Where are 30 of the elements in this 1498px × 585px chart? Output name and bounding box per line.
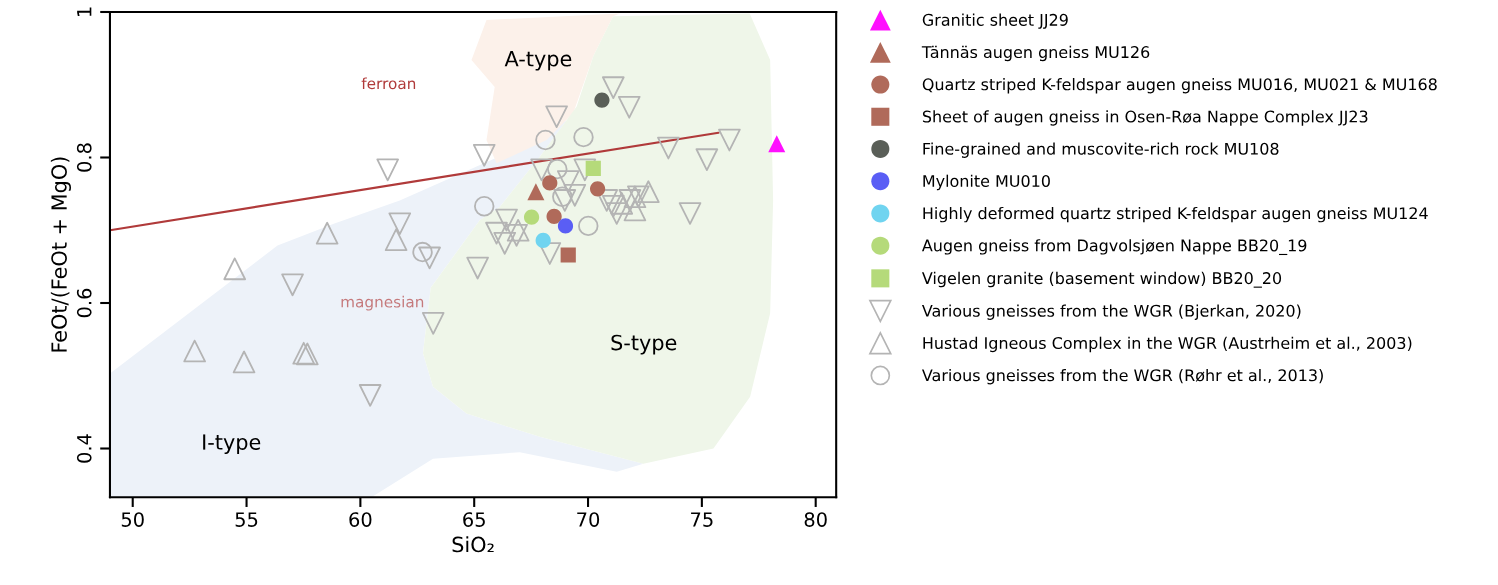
- annotation: magnesian: [341, 295, 424, 311]
- legend-label: Various gneisses from the WGR (Bjerkan, 2020): [921, 304, 1301, 320]
- legend-label: Highly deformed quartz striped K-feldspar augen gneiss MU124: [923, 206, 1428, 223]
- y-axis-title: FeOt/(FeOt + MgO): [50, 157, 71, 352]
- legend-label: Augen gneiss from Dagvolsjøen Nappe BB20_19: [921, 239, 1307, 256]
- legend-label: Various gneisses from the WGR (Røhr et al., 2013): [921, 368, 1323, 385]
- y-tick-label: 1: [77, 7, 92, 17]
- y-tick-label: 0.6: [76, 288, 92, 318]
- x-tick-label: 75: [691, 512, 713, 527]
- legend-label: Granitic sheet JJ29: [922, 13, 1068, 29]
- legend-label: Vigelen granite (basement window) BB20_20: [921, 271, 1282, 288]
- y-tick-label: 0.4: [76, 434, 92, 463]
- legend-label: Hustad Igneous Complex in the WGR (Austrheim et al., 2003): [923, 336, 1412, 353]
- x-tick-label: 65: [463, 512, 485, 527]
- annotation: I-type: [203, 434, 261, 454]
- x-tick-label: 70: [577, 512, 600, 527]
- y-tick-label: 0.8: [76, 143, 92, 172]
- x-tick-label: 55: [235, 512, 258, 527]
- annotation: ferroan: [361, 77, 416, 90]
- x-tick-label: 80: [804, 512, 827, 527]
- legend-label: Fine-grained and muscovite-rich rock MU108: [923, 142, 1279, 158]
- x-axis-title: SiO₂: [452, 536, 494, 553]
- annotation: A-type: [504, 51, 572, 71]
- legend-label: Tännäs augen gneiss MU126: [921, 45, 1150, 62]
- legend-label: Sheet of augen gneiss in Osen-Røa Nappe Complex JJ23: [922, 110, 1368, 126]
- x-tick-label: 60: [349, 512, 372, 527]
- legend-label: Mylonite MU010: [923, 174, 1050, 191]
- legend-label: Quartz striped K-feldspar augen gneiss MU016, MU021 & MU168: [922, 77, 1437, 94]
- x-tick-label: 50: [121, 512, 144, 527]
- annotation: S-type: [611, 334, 677, 355]
